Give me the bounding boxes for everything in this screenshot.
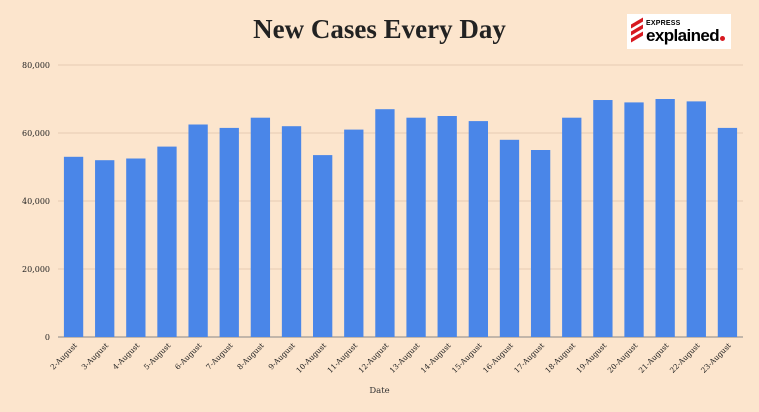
x-tick-label: 17-August	[512, 341, 546, 375]
x-tick-label: 3-August	[80, 341, 110, 371]
x-tick-label: 4-August	[111, 341, 141, 371]
x-tick-label: 15-August	[450, 341, 484, 375]
logo-kicker: EXPRESS	[646, 19, 681, 27]
bar-18-august	[562, 117, 582, 337]
bar-5-august	[157, 146, 177, 337]
chart-title: New Cases Every Day	[253, 14, 506, 44]
x-tick-label: 21-August	[637, 341, 671, 375]
x-tick-label: 18-August	[543, 341, 577, 375]
x-tick-label: 19-August	[574, 341, 608, 375]
x-tick-label: 8-August	[235, 341, 265, 371]
bar-9-august	[281, 126, 302, 337]
bar-3-august	[95, 160, 115, 337]
x-tick-label: 16-August	[481, 341, 515, 375]
bar-14-august	[437, 116, 457, 337]
y-tick-labels: 0 20,000 40,000 60,000 80,000	[22, 61, 50, 342]
bar-2-august	[63, 156, 84, 337]
bar-12-august	[375, 109, 395, 337]
y-tick-label: 40,000	[22, 197, 50, 206]
x-tick-label: 10-August	[294, 341, 328, 375]
x-tick-label: 5-August	[142, 341, 172, 371]
bar-17-august	[530, 150, 551, 337]
x-tick-label: 2-August	[49, 341, 79, 371]
x-tick-label: 12-August	[357, 341, 391, 375]
bar-7-august	[219, 127, 239, 338]
y-tick-label: 20,000	[22, 265, 50, 274]
bar-8-august	[250, 117, 271, 337]
bar-4-august	[126, 158, 146, 337]
bar-13-august	[406, 117, 426, 337]
bar-20-august	[624, 102, 644, 338]
bars	[63, 99, 738, 338]
bar-23-august	[717, 127, 738, 338]
x-tick-label: 13-August	[388, 341, 422, 375]
bar-11-august	[344, 129, 364, 337]
x-tick-label: 14-August	[419, 341, 453, 375]
x-tick-label: 9-August	[266, 341, 296, 371]
bar-19-august	[593, 100, 613, 338]
x-tick-label: 7-August	[204, 341, 234, 371]
bar-16-august	[499, 139, 520, 337]
y-tick-label: 80,000	[22, 61, 50, 70]
y-tick-label: 60,000	[22, 129, 50, 138]
x-tick-label: 23-August	[699, 341, 733, 375]
bar-15-august	[468, 121, 488, 337]
logo-dot-icon	[720, 35, 726, 41]
express-explained-logo: EXPRESS explained	[627, 14, 731, 49]
x-tick-label: 20-August	[606, 341, 640, 375]
x-tick-labels: 2-August 3-August 4-August 5-August 6-August…	[49, 341, 733, 375]
x-tick-label: 22-August	[668, 341, 702, 375]
x-tick-label: 11-August	[325, 341, 359, 375]
x-axis-label: Date	[369, 386, 390, 396]
logo-name: explained	[646, 25, 720, 45]
bar-21-august	[655, 99, 675, 337]
bar-6-august	[188, 124, 208, 337]
bar-22-august	[686, 101, 706, 337]
bar-10-august	[313, 155, 333, 337]
x-tick-label: 6-August	[173, 341, 203, 371]
y-tick-label: 0	[45, 333, 50, 342]
